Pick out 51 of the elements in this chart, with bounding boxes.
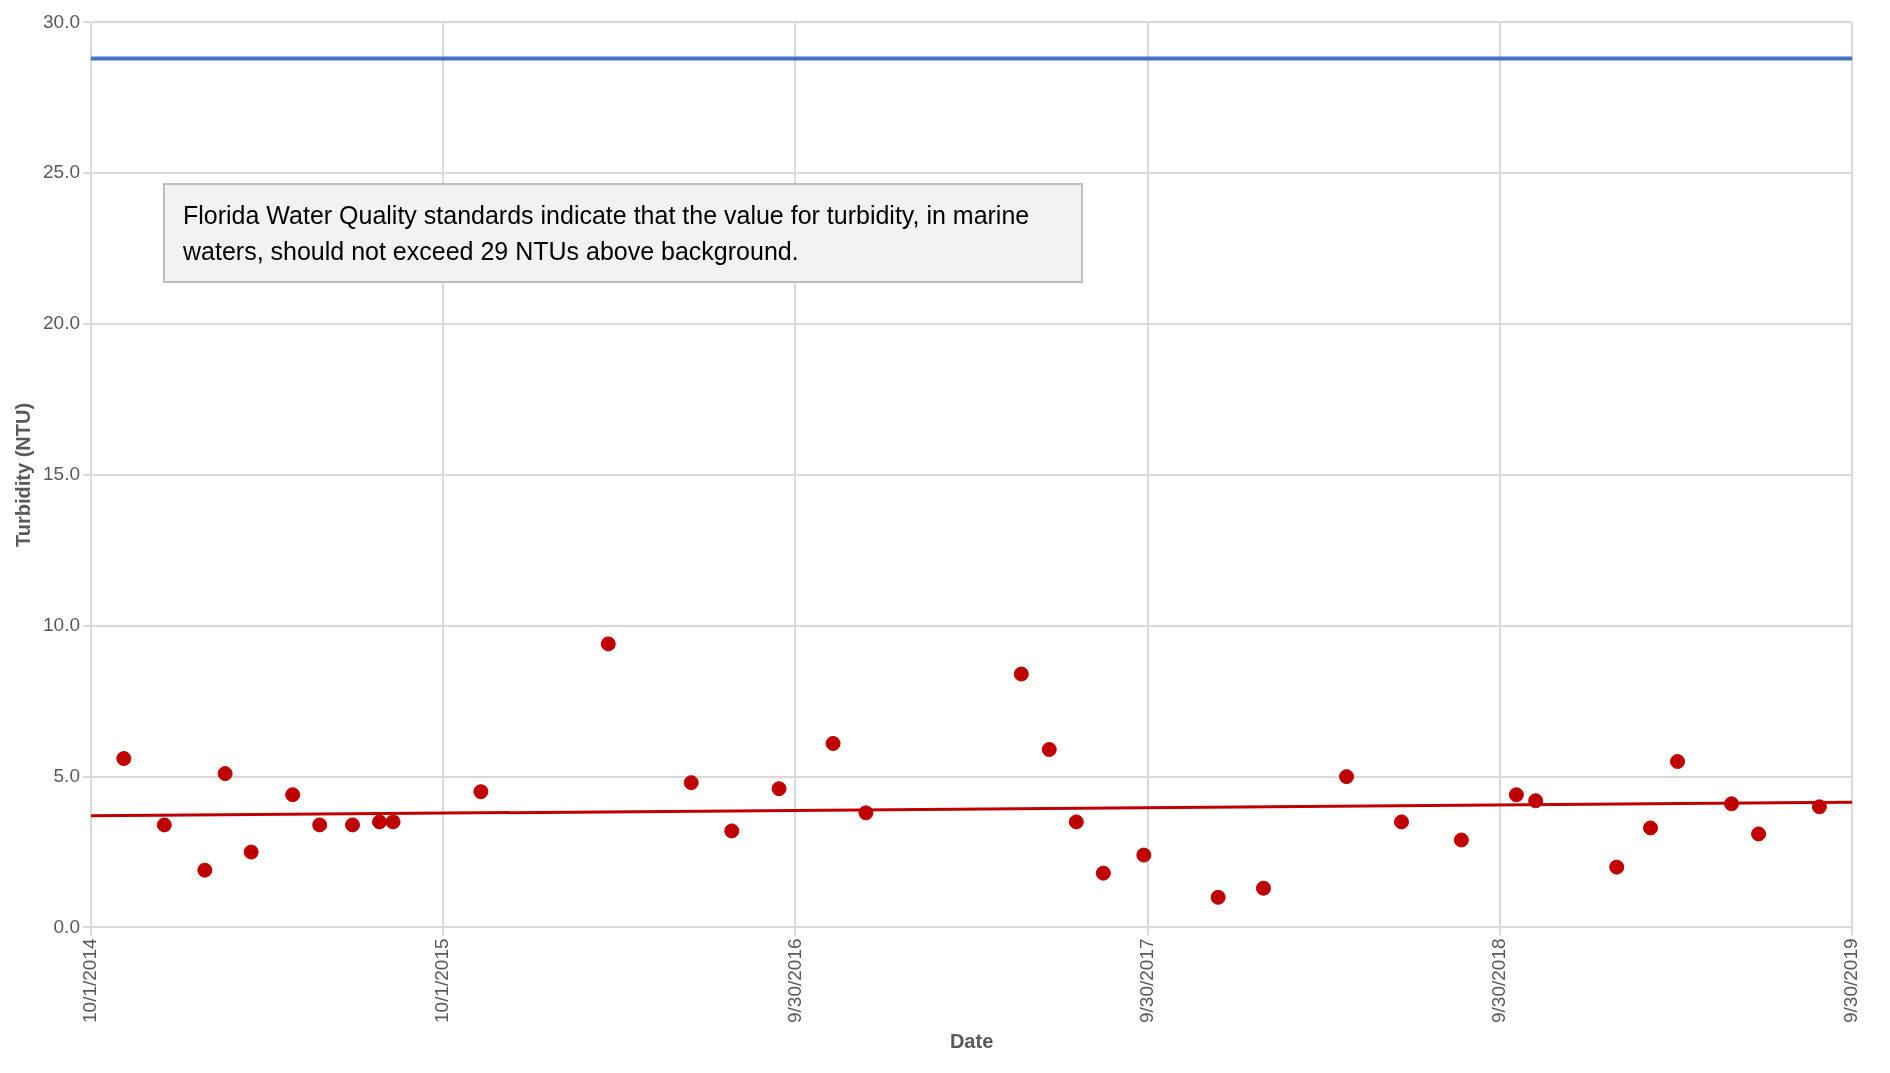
point	[385, 814, 401, 830]
point	[1394, 814, 1410, 830]
point	[243, 844, 259, 860]
point	[1670, 754, 1686, 770]
y-axis-title: Turbidity (NTU)	[11, 402, 34, 547]
point	[312, 817, 328, 833]
point	[1339, 769, 1355, 785]
point	[825, 735, 841, 751]
point	[1609, 859, 1625, 875]
x-tick-label: 9/30/2017	[1135, 938, 1157, 1024]
point	[1041, 741, 1057, 757]
point	[1643, 820, 1658, 836]
point	[116, 751, 132, 767]
x-tick-label: 10/1/2014	[79, 938, 101, 1024]
point	[197, 862, 213, 878]
point	[1210, 889, 1226, 905]
y-tick-label: 30.0	[43, 10, 80, 32]
point	[217, 766, 233, 782]
point	[1811, 799, 1827, 815]
point	[1528, 793, 1544, 809]
point	[1751, 826, 1767, 842]
y-tick-label: 5.0	[53, 764, 80, 786]
point	[724, 823, 740, 839]
point	[1453, 832, 1469, 848]
point	[156, 817, 172, 833]
y-tick-label: 0.0	[53, 915, 80, 937]
point	[683, 775, 699, 791]
point	[1013, 666, 1029, 682]
annotation: Florida Water Quality standards indicate that the value for turbidity, in marine waters, should not exceed 29 NTUs above background.	[163, 183, 1083, 283]
point	[1256, 880, 1272, 896]
y-tick-label: 20.0	[43, 312, 80, 334]
point	[1068, 814, 1084, 830]
point	[1508, 787, 1524, 803]
point	[858, 805, 874, 821]
point	[1724, 796, 1740, 812]
x-tick-label: 10/1/2015	[431, 938, 453, 1024]
x-tick-label: 9/30/2016	[783, 938, 805, 1024]
point	[345, 817, 361, 833]
point	[1095, 865, 1111, 881]
y-tick-label: 10.0	[43, 614, 80, 636]
x-tick-label: 9/30/2019	[1840, 938, 1862, 1024]
point	[473, 784, 489, 800]
point	[600, 636, 616, 652]
point	[372, 814, 388, 830]
y-tick-label: 15.0	[43, 463, 80, 485]
x-tick-label: 9/30/2018	[1488, 938, 1510, 1024]
point	[771, 781, 787, 797]
x-axis-title: Date	[949, 1029, 994, 1052]
point	[1136, 847, 1152, 863]
y-tick-label: 25.0	[43, 161, 80, 183]
point	[285, 787, 301, 803]
